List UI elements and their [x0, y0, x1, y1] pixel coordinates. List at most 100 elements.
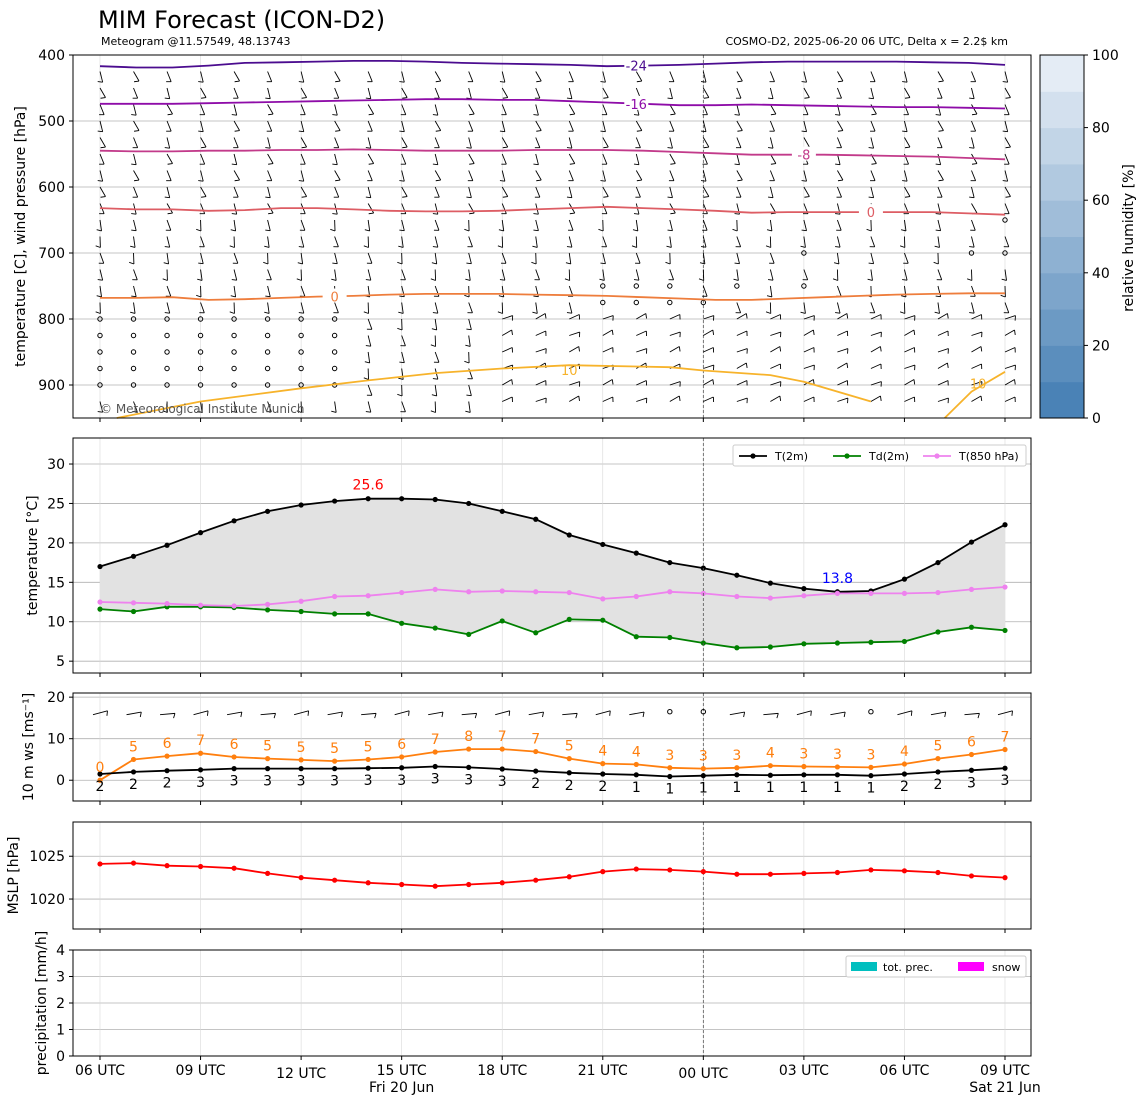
wind-barb: [602, 170, 606, 182]
wind-barb: [399, 295, 405, 298]
wind-barb: [837, 179, 843, 182]
calm-wind-symbol: [700, 708, 707, 715]
wind-barb: [870, 331, 882, 336]
wind-barb: [468, 87, 472, 99]
wind-barb: [669, 71, 675, 82]
wind-barb: [633, 114, 640, 116]
wind-barb: [901, 295, 907, 298]
wind-barb: [164, 97, 170, 100]
wind-barb: [837, 130, 843, 132]
wind-barb: [635, 203, 640, 215]
mslp-point: [566, 874, 572, 880]
isotherm-label: 0: [867, 206, 875, 221]
wind-barb: [233, 71, 240, 82]
mean-wind-value-label: 2: [531, 776, 540, 792]
wind-barb: [810, 710, 812, 716]
isotherm-label: 0: [330, 291, 338, 306]
data-point-0: [734, 572, 740, 578]
wind-barb: [904, 396, 915, 402]
wind-barb: [1004, 104, 1010, 115]
wind-barb: [736, 397, 748, 402]
wind-barb: [99, 285, 102, 297]
wind-barb: [434, 236, 439, 248]
wind-barb: [769, 269, 774, 281]
wind-barb: [193, 710, 209, 716]
data-point-1: [633, 634, 639, 640]
wind-barb: [501, 170, 506, 182]
wind-barb: [402, 97, 408, 99]
wind-barb: [665, 261, 671, 265]
wind-barb: [300, 170, 305, 182]
mean-wind-value-label: 2: [565, 778, 574, 794]
wind-barb: [702, 170, 707, 182]
mean-wind-point: [633, 772, 639, 778]
gust-point: [834, 764, 841, 770]
mean-wind-point: [734, 772, 740, 778]
wind-barb: [97, 411, 103, 413]
wind-barb: [766, 295, 773, 298]
data-point-2: [164, 601, 170, 607]
wind-barb: [602, 87, 609, 98]
wind-barb: [133, 71, 140, 82]
wind-barb: [198, 262, 204, 265]
wind-barb: [265, 295, 271, 298]
wind-barb: [602, 71, 606, 83]
wind-barb: [868, 262, 874, 265]
wind-barb: [298, 130, 304, 133]
wind-barb: [702, 203, 708, 214]
wind-barb: [870, 71, 876, 82]
wind-barb: [699, 262, 705, 265]
wind-barb: [836, 236, 841, 248]
wind-barb: [200, 104, 206, 115]
wind-barb: [233, 252, 239, 264]
wind-barb: [260, 712, 276, 716]
wind-barb: [745, 313, 748, 319]
data-point-0: [533, 516, 539, 522]
mean-wind-value-label: 3: [431, 772, 440, 788]
data-point-1: [868, 639, 874, 645]
data-point-2: [399, 589, 405, 596]
wind-barb: [732, 228, 738, 232]
isotherm-label-bg: [624, 95, 649, 110]
wind-barb: [300, 137, 308, 148]
wind-barb: [770, 346, 781, 353]
wind-barb: [230, 229, 236, 232]
wind-barb: [536, 179, 542, 182]
wind-barb: [334, 186, 340, 198]
wind-barb: [532, 245, 538, 248]
copyright-label: © Meteorological Institute Munich: [100, 402, 304, 416]
calm-wind-symbol: [734, 283, 740, 289]
wind-barb: [736, 380, 748, 386]
wind-barb: [133, 285, 137, 297]
wind-barb: [1004, 137, 1011, 148]
mslp-point: [801, 870, 807, 876]
data-point-0: [901, 576, 908, 582]
mslp-point: [298, 875, 304, 881]
gust-point: [767, 763, 773, 769]
mslp-point: [868, 867, 874, 873]
wind-barb: [1004, 71, 1009, 83]
isotherm-line: [99, 60, 1006, 69]
wind-barb: [736, 348, 748, 353]
wind-barb: [897, 710, 913, 716]
data-point-1: [130, 608, 137, 615]
wind-barb: [703, 364, 714, 369]
wind-barb: [99, 219, 102, 231]
wind-barb: [535, 71, 542, 82]
wind-barb: [902, 130, 908, 133]
wind-barb: [431, 262, 437, 265]
wind-barb: [635, 186, 641, 198]
wind-barb: [870, 186, 875, 198]
calm-wind-symbol: [298, 365, 304, 372]
wind-barb: [971, 71, 977, 82]
wind-barb: [133, 104, 137, 116]
wind-barb: [106, 710, 108, 716]
wind-barb: [902, 279, 908, 281]
wind-barb: [836, 186, 842, 198]
wind-barb: [763, 712, 779, 716]
wind-barb: [980, 346, 983, 352]
wind-barb: [902, 81, 908, 83]
wind-barb: [367, 269, 372, 281]
wind-barb: [502, 146, 508, 149]
wind-barb: [502, 97, 508, 99]
